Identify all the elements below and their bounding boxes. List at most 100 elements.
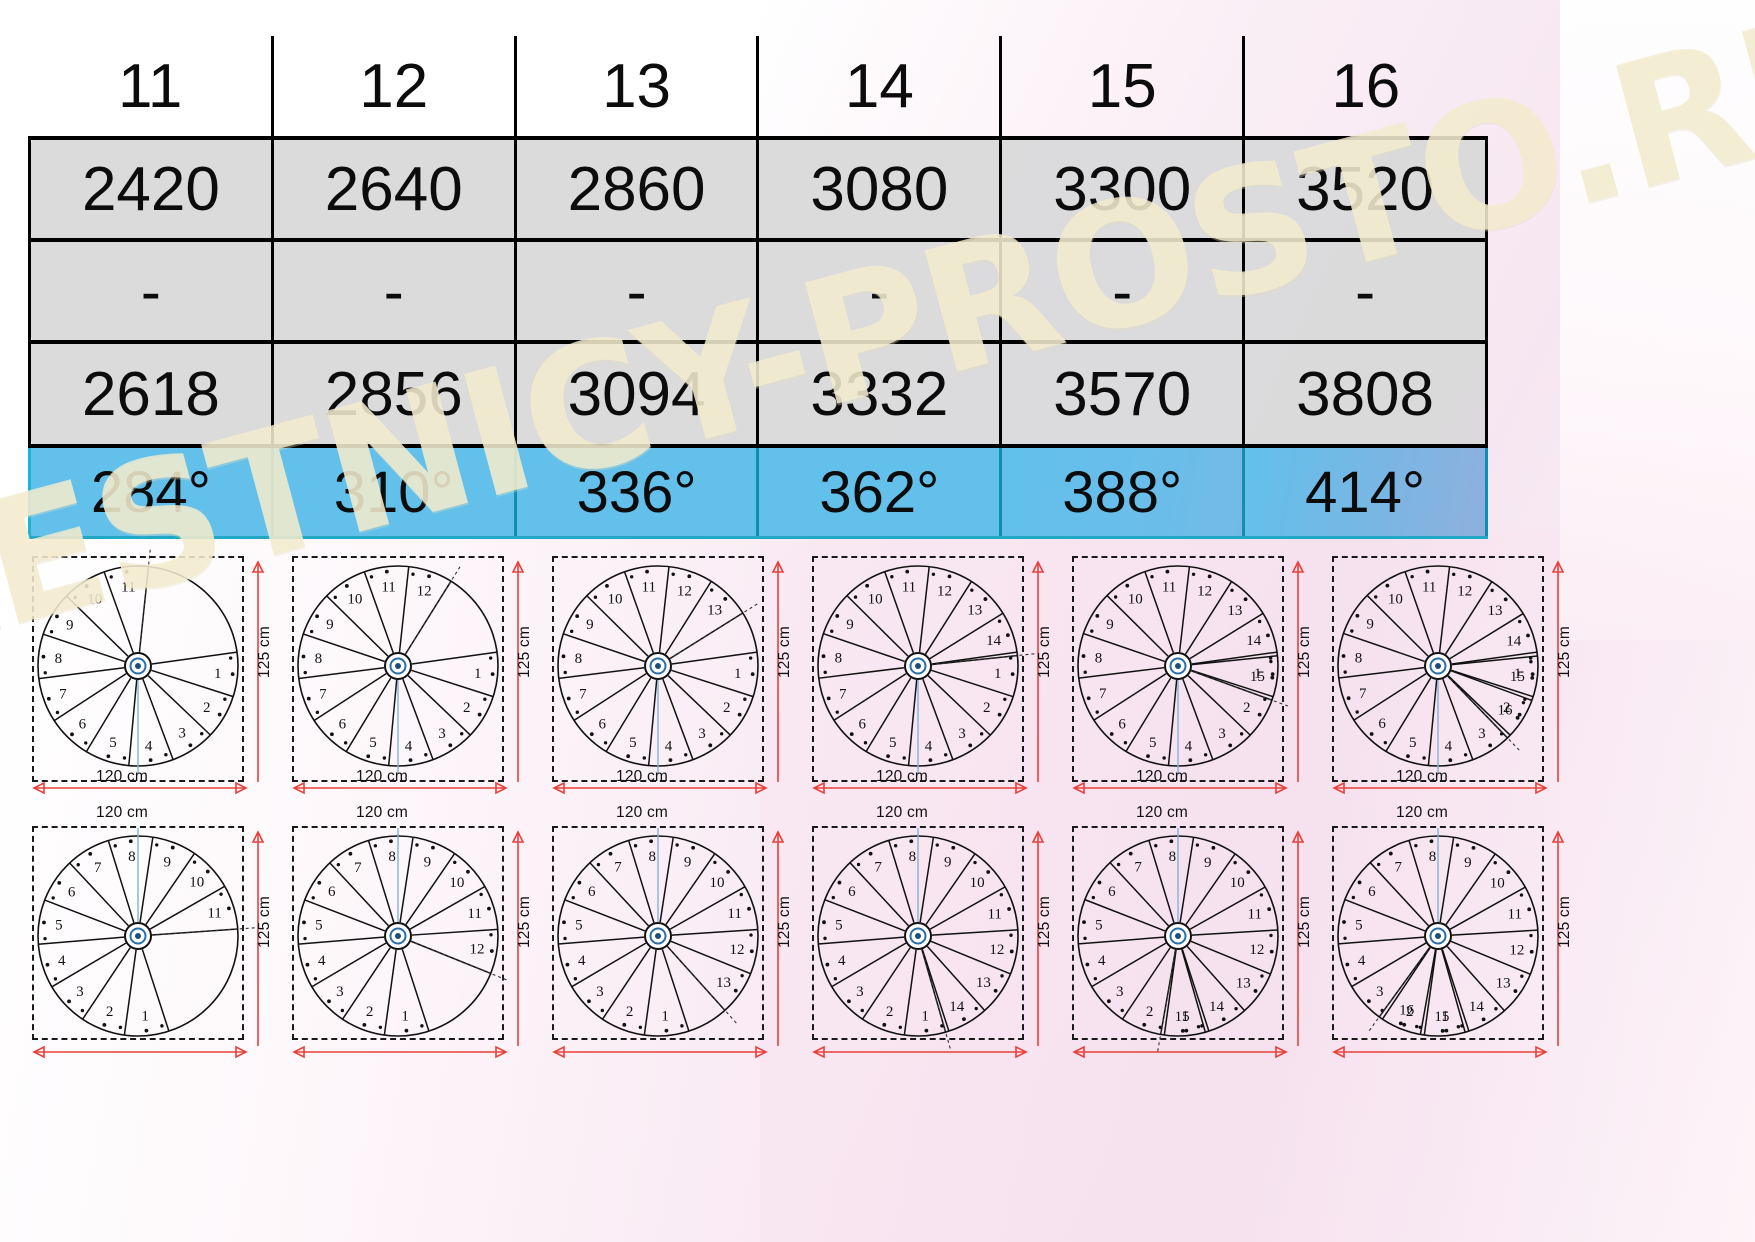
step-number: 4 [838,953,846,969]
step-number: 8 [1095,651,1103,667]
step-number: 2 [886,1004,894,1020]
step-number: 7 [614,860,622,876]
step-number: 8 [909,849,917,865]
step-number: 4 [1358,953,1366,969]
dimension-label-height: 125 cm [1556,626,1573,679]
step-number: 3 [1478,726,1486,742]
step-number: 8 [1169,849,1177,865]
step-number: 13 [1487,603,1502,619]
step-number: 10 [608,591,623,607]
step-number: 8 [315,651,323,667]
step-number: 13 [1236,975,1251,991]
step-number: 6 [1108,884,1116,900]
diagram-panel-plan-14-top: 120 cm 1 2 3 4 5 6 7 8 9 10 11 12 13 14 120 cm 125 cm [804,548,1060,821]
cell-height-5: 3520 [1242,138,1488,242]
cell-steps-5: 16 [1242,36,1487,140]
step-number: 11 [1508,907,1522,923]
step-number: 9 [1366,617,1374,633]
step-number: 3 [76,984,84,1000]
step-number: 9 [1464,855,1472,871]
step-number: 8 [388,849,396,865]
step-number: 6 [588,884,596,900]
step-number: 4 [578,953,586,969]
step-number: 7 [59,687,67,703]
table-row-height-max: 2618 2856 3094 3332 3570 3808 [28,342,1488,448]
cell-sep-4: - [999,240,1246,344]
cell-rotation-4: 388° [999,446,1246,539]
step-number: 11 [902,580,916,596]
dimension-label-width: 120 cm [96,768,149,785]
step-number: 5 [1355,917,1363,933]
step-number: 8 [835,651,843,667]
step-number: 7 [1134,860,1142,876]
cell-heightmax-1: 2856 [270,342,517,448]
step-number: 12 [469,942,484,958]
step-number: 10 [1490,875,1505,891]
step-number: 5 [575,917,583,933]
step-number: 7 [1394,860,1402,876]
step-number: 5 [629,735,637,751]
step-number: 4 [925,738,933,754]
diagram-grid: 120 cm 1 2 3 4 5 6 7 8 9 10 11 120 cm 125 cm 120 cm 1 2 3… [24,548,1732,1068]
step-number: 4 [1098,953,1106,969]
step-number: 4 [665,738,673,754]
table-row-rotation: 284° 310° 336° 362° 388° 414° [28,446,1488,539]
table-row-separator: - - - - - - [28,240,1488,344]
step-number: 7 [354,860,362,876]
step-number: 5 [369,735,377,751]
cell-heightmax-4: 3570 [999,342,1246,448]
step-number: 12 [937,584,952,600]
step-number: 13 [707,603,722,619]
step-number: 2 [723,700,731,716]
diagram-row-top: 120 cm 1 2 3 4 5 6 7 8 9 10 11 120 cm 125 cm 120 cm 1 2 3… [24,548,1732,821]
dimension-label-height: 125 cm [516,896,533,949]
step-number: 11 [1422,579,1436,595]
step-number: 14 [1246,633,1262,649]
step-number: 9 [424,855,432,871]
cell-height-2: 2860 [513,138,760,242]
cell-sep-5: - [1242,240,1488,344]
step-number: 12 [989,942,1004,958]
step-number: 9 [1106,617,1114,633]
cell-steps-1: 12 [270,36,517,140]
step-number: 3 [1218,726,1226,742]
step-number: 6 [599,716,607,732]
step-number: 3 [178,726,186,742]
step-number: 7 [874,860,882,876]
step-number: 6 [328,884,336,900]
step-number: 6 [68,884,76,900]
dimension-label-height: 125 cm [1036,896,1053,949]
dimension-label-height: 125 cm [1036,626,1053,679]
step-number: 8 [55,651,63,667]
step-number: 1 [734,666,742,682]
step-number: 5 [889,735,897,751]
cell-heightmax-2: 3094 [513,342,760,448]
step-number: 2 [463,700,471,716]
step-number: 11 [727,906,741,922]
step-number: 12 [1197,584,1212,600]
step-number: 2 [626,1004,634,1020]
step-number: 1 [401,1009,409,1025]
step-number: 14 [986,633,1002,649]
step-number: 1 [921,1009,929,1025]
dimension-label-height: 125 cm [256,626,273,679]
step-number: 11 [121,580,135,596]
step-number: 4 [405,738,413,754]
step-number: 6 [858,716,866,732]
step-number: 5 [1409,735,1417,751]
plan-drawing-plan-11-top: 1 2 3 4 5 67 8 9 10 11 [32,548,265,795]
step-number: 3 [438,726,446,742]
